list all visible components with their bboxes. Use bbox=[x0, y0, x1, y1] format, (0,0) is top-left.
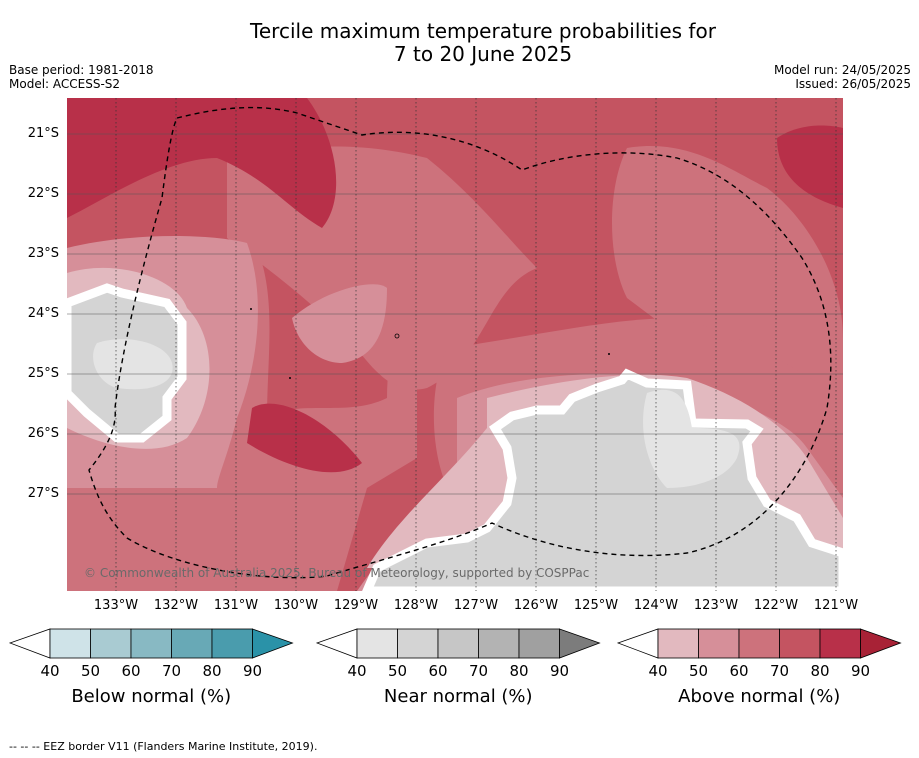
colorbar-cell bbox=[397, 628, 439, 659]
colorbar-cell bbox=[518, 628, 560, 659]
colorbar-max-extend bbox=[252, 628, 294, 659]
colorbar-cell bbox=[437, 628, 479, 659]
lon-label: 121°W bbox=[813, 598, 859, 613]
colorbar-tick: 90 bbox=[549, 662, 570, 680]
colorbar-cell bbox=[171, 628, 213, 659]
lon-label: 127°W bbox=[453, 598, 499, 613]
probability-map bbox=[67, 98, 843, 591]
base-period: Base period: 1981-2018 bbox=[9, 63, 154, 77]
issued-date: Issued: 26/05/2025 bbox=[795, 77, 911, 91]
lon-label: 125°W bbox=[573, 598, 619, 613]
model-name: Model: ACCESS-S2 bbox=[9, 77, 121, 91]
island-mark-1 bbox=[250, 308, 252, 310]
colorbar-1 bbox=[316, 628, 601, 659]
lat-label: 27°S bbox=[27, 486, 59, 501]
lat-label: 21°S bbox=[27, 126, 59, 141]
colorbar-min-extend bbox=[316, 628, 358, 659]
colorbar-tick: 50 bbox=[387, 662, 408, 680]
colorbar-tick: 40 bbox=[648, 662, 668, 680]
meta-right: Model run: 24/05/2025 Issued: 26/05/2025 bbox=[774, 63, 911, 91]
colorbar-tick: 60 bbox=[729, 662, 749, 680]
island-mark-2 bbox=[394, 333, 400, 339]
colorbar-tick: 60 bbox=[428, 662, 448, 680]
colorbar-cell bbox=[738, 628, 780, 659]
lat-label: 25°S bbox=[27, 366, 59, 381]
colorbar-tick: 70 bbox=[769, 662, 790, 680]
colorbar-title: Below normal (%) bbox=[71, 686, 232, 707]
meta-left: Base period: 1981-2018 Model: ACCESS-S2 bbox=[9, 63, 154, 91]
colorbar-cell bbox=[819, 628, 861, 659]
lat-label: 26°S bbox=[27, 426, 59, 441]
colorbar-cell bbox=[211, 628, 253, 659]
lat-label: 22°S bbox=[27, 186, 59, 201]
lon-label: 123°W bbox=[693, 598, 739, 613]
lon-label: 126°W bbox=[513, 598, 559, 613]
region-above-80-southwest bbox=[247, 403, 362, 473]
island-mark-3 bbox=[289, 377, 291, 379]
region-above-60-east bbox=[612, 146, 843, 398]
chart-title-line2: 7 to 20 June 2025 bbox=[393, 42, 573, 66]
lon-label: 124°W bbox=[633, 598, 679, 613]
colorbar-tick: 90 bbox=[850, 662, 871, 680]
footnote: -- -- -- EEZ border V11 (Flanders Marine… bbox=[9, 740, 318, 753]
chart-title-line1: Tercile maximum temperature probabilitie… bbox=[250, 19, 716, 43]
colorbar-tick: 40 bbox=[40, 662, 60, 680]
region-near-40-west bbox=[93, 339, 173, 390]
region-above-80-northeast bbox=[777, 125, 843, 208]
colorbar-cell bbox=[698, 628, 740, 659]
colorbar-cell bbox=[49, 628, 91, 659]
colorbar-tick: 90 bbox=[242, 662, 263, 680]
colorbar-2 bbox=[617, 628, 902, 659]
region-above-50-center bbox=[292, 284, 387, 363]
colorbar-tick: 70 bbox=[161, 662, 182, 680]
lon-label: 122°W bbox=[753, 598, 799, 613]
eez-border bbox=[88, 106, 832, 579]
colorbar-max-extend bbox=[860, 628, 902, 659]
colorbar-tick: 40 bbox=[347, 662, 367, 680]
lon-label: 130°W bbox=[273, 598, 319, 613]
colorbar-cell bbox=[657, 628, 699, 659]
colorbar-tick: 80 bbox=[509, 662, 529, 680]
colorbar-tick: 70 bbox=[468, 662, 489, 680]
colorbar-title: Near normal (%) bbox=[383, 686, 533, 707]
colorbar-max-extend bbox=[559, 628, 601, 659]
colorbar-min-extend bbox=[617, 628, 659, 659]
colorbar-tick: 50 bbox=[80, 662, 101, 680]
lon-label: 131°W bbox=[213, 598, 259, 613]
lat-label: 24°S bbox=[27, 306, 59, 321]
colorbar-tick: 50 bbox=[688, 662, 709, 680]
colorbar-cell bbox=[779, 628, 821, 659]
region-near-normal-south bbox=[362, 368, 843, 591]
island-mark-4 bbox=[608, 353, 610, 355]
copyright-credit: © Commonwealth of Australia 2025, Bureau… bbox=[84, 566, 590, 580]
colorbar-cell bbox=[90, 628, 132, 659]
lon-label: 128°W bbox=[393, 598, 439, 613]
colorbar-cell bbox=[356, 628, 398, 659]
colorbar-cell bbox=[478, 628, 520, 659]
model-run: Model run: 24/05/2025 bbox=[773, 63, 911, 77]
colorbar-cell bbox=[130, 628, 172, 659]
colorbar-tick: 60 bbox=[121, 662, 141, 680]
lat-gridlines bbox=[67, 133, 843, 495]
colorbar-tick: 80 bbox=[202, 662, 222, 680]
lon-label: 133°W bbox=[93, 598, 139, 613]
region-above-80-northwest bbox=[67, 98, 337, 228]
colorbar-min-extend bbox=[9, 628, 51, 659]
colorbar-tick: 80 bbox=[810, 662, 830, 680]
lon-label: 132°W bbox=[153, 598, 199, 613]
lon-label: 129°W bbox=[333, 598, 379, 613]
lat-label: 23°S bbox=[27, 246, 59, 261]
colorbar-title: Above normal (%) bbox=[678, 686, 841, 707]
colorbar-0 bbox=[9, 628, 294, 659]
region-near-40-south bbox=[643, 389, 740, 488]
